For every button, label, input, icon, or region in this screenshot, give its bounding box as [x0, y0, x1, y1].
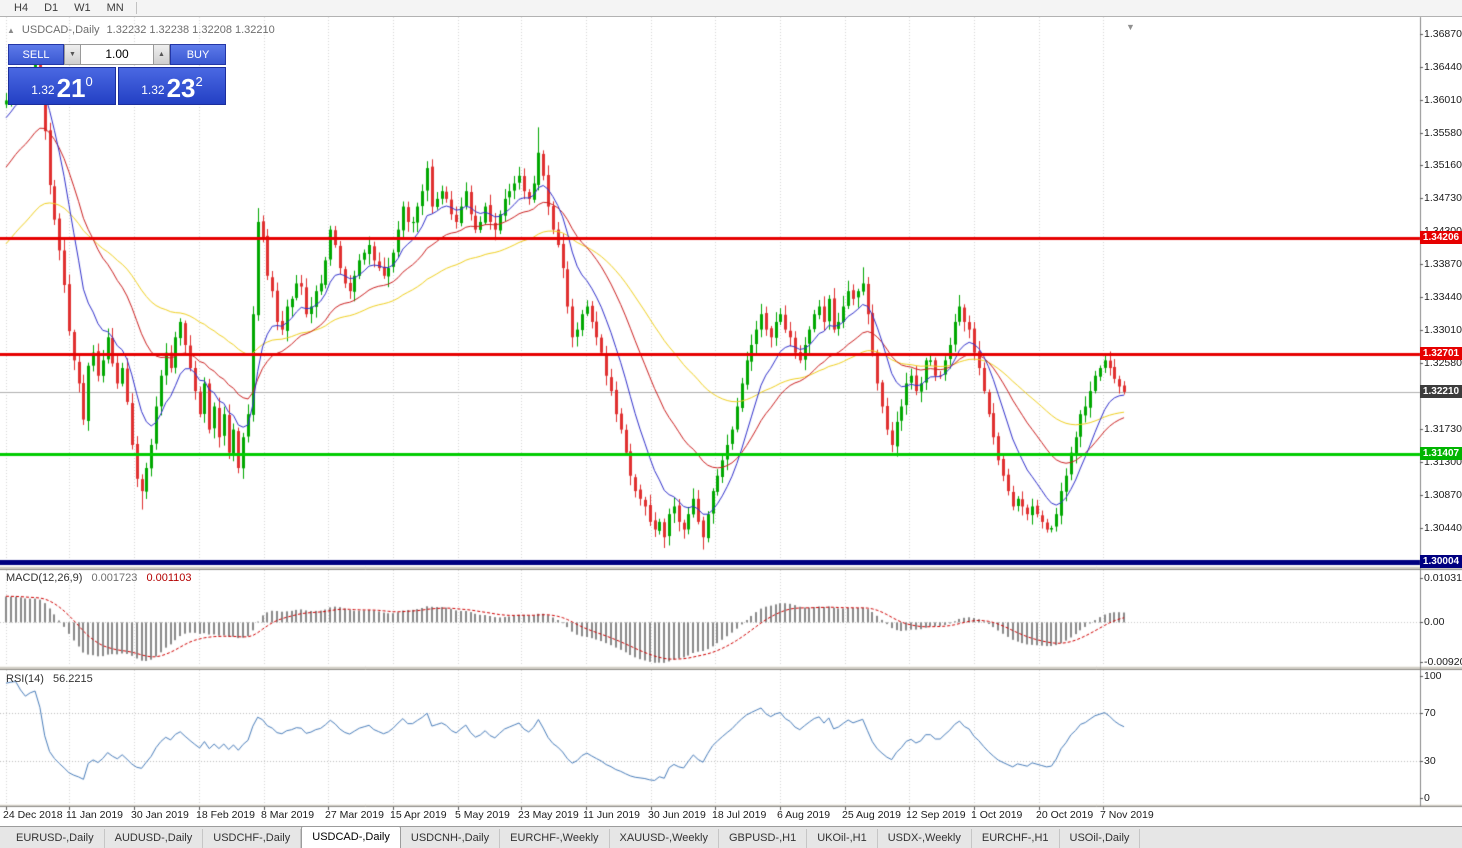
toolbar-divider [135, 2, 137, 14]
date-axis-label: 12 Sep 2019 [906, 809, 966, 821]
chart-tab-usdcad-daily[interactable]: USDCAD-,Daily [301, 826, 401, 848]
chart-tab-gbpusd-h1[interactable]: GBPUSD-,H1 [719, 829, 808, 848]
buy-button[interactable]: BUY [170, 44, 226, 65]
date-axis-label: 27 Mar 2019 [325, 809, 384, 821]
date-axis-label: 1 Oct 2019 [971, 809, 1023, 821]
rsi-label: RSI(14) [6, 673, 44, 685]
sell-button[interactable]: SELL [8, 44, 64, 65]
date-axis-label: 8 Mar 2019 [261, 809, 315, 821]
date-axis-label: 18 Feb 2019 [196, 809, 255, 821]
one-click-trading-panel: SELL ▼ 1.00 ▲ BUY 1.32 21 0 1.32 23 2 [8, 44, 226, 105]
date-axis-label: 23 May 2019 [518, 809, 579, 821]
date-axis-label: 25 Aug 2019 [842, 809, 901, 821]
date-axis-label: 30 Jun 2019 [648, 809, 706, 821]
buy-price-base: 1.32 [141, 83, 165, 97]
chart-tab-ukoil-h1[interactable]: UKOil-,H1 [807, 829, 878, 848]
chart-tab-eurusd-daily[interactable]: EURUSD-,Daily [6, 829, 105, 848]
timeframe-button-d1[interactable]: D1 [44, 1, 59, 14]
macd-indicator-header: MACD(12,26,9) 0.001723 0.001103 [6, 572, 198, 584]
timeframe-button-w1[interactable]: W1 [74, 1, 91, 14]
sell-price-point: 0 [85, 74, 93, 89]
symbol-ohlc-values: 1.32232 1.32238 1.32208 1.32210 [106, 24, 275, 36]
chart-shift-marker-icon[interactable]: ▼ [1126, 22, 1135, 32]
lot-size-input[interactable]: 1.00 [81, 44, 153, 65]
sell-price-box[interactable]: 1.32 21 0 [8, 67, 116, 105]
date-axis-label: 5 May 2019 [455, 809, 510, 821]
chart-tab-usdx-weekly[interactable]: USDX-,Weekly [878, 829, 972, 848]
date-axis-label: 7 Nov 2019 [1100, 809, 1154, 821]
buy-price-box[interactable]: 1.32 23 2 [118, 67, 226, 105]
lot-increase-button[interactable]: ▲ [153, 44, 170, 65]
chart-tab-eurchf-weekly[interactable]: EURCHF-,Weekly [500, 829, 610, 848]
timeframe-button-mn[interactable]: MN [106, 1, 124, 14]
chart-tab-xauusd-weekly[interactable]: XAUUSD-,Weekly [610, 829, 719, 848]
sell-price-base: 1.32 [31, 83, 55, 97]
rsi-indicator-header: RSI(14) 56.2215 [6, 673, 99, 685]
chart-tab-audusd-daily[interactable]: AUDUSD-,Daily [105, 829, 204, 848]
chart-tab-usdcnh-daily[interactable]: USDCNH-,Daily [401, 829, 501, 848]
buy-price-point: 2 [195, 74, 203, 89]
date-axis: 24 Dec 2018 11 Jan 2019 30 Jan 2019 18 Feb … [0, 807, 1462, 826]
date-axis-label: 11 Jan 2019 [66, 809, 124, 821]
chart-tab-usoil-daily[interactable]: USOil-,Daily [1060, 829, 1141, 848]
date-axis-label: 6 Aug 2019 [777, 809, 831, 821]
date-axis-label: 30 Jan 2019 [131, 809, 189, 821]
date-axis-label: 15 Apr 2019 [390, 809, 447, 821]
chart-tab-usdchf-daily[interactable]: USDCHF-,Daily [203, 829, 302, 848]
collapse-panel-icon[interactable]: ▲ [7, 25, 15, 35]
chart-symbol-header: ▲ USDCAD-,Daily 1.32232 1.32238 1.32208 … [7, 24, 275, 36]
chart-tab-eurchf-h1[interactable]: EURCHF-,H1 [972, 829, 1060, 848]
symbol-name: USDCAD-,Daily [21, 24, 100, 36]
date-axis-label: 20 Oct 2019 [1036, 809, 1094, 821]
macd-signal-value: 0.001103 [146, 572, 192, 584]
timeframe-toolbar: H4 D1 W1 MN [0, 0, 1462, 17]
macd-label: MACD(12,26,9) [6, 572, 83, 584]
timeframe-button-h4[interactable]: H4 [14, 1, 29, 14]
date-axis-label: 24 Dec 2018 [3, 809, 63, 821]
date-axis-label: 18 Jul 2019 [712, 809, 767, 821]
date-axis-label: 11 Jun 2019 [583, 809, 641, 821]
chart-tab-bar: EURUSD-,Daily AUDUSD-,Daily USDCHF-,Daily U… [0, 826, 1462, 848]
lot-decrease-button[interactable]: ▼ [64, 44, 81, 65]
buy-price-pips: 23 [166, 73, 196, 103]
lot-size-spinner: ▼ 1.00 ▲ [64, 44, 170, 65]
macd-main-value: 0.001723 [91, 572, 138, 584]
rsi-value: 56.2215 [52, 673, 93, 685]
sell-price-pips: 21 [56, 73, 86, 103]
